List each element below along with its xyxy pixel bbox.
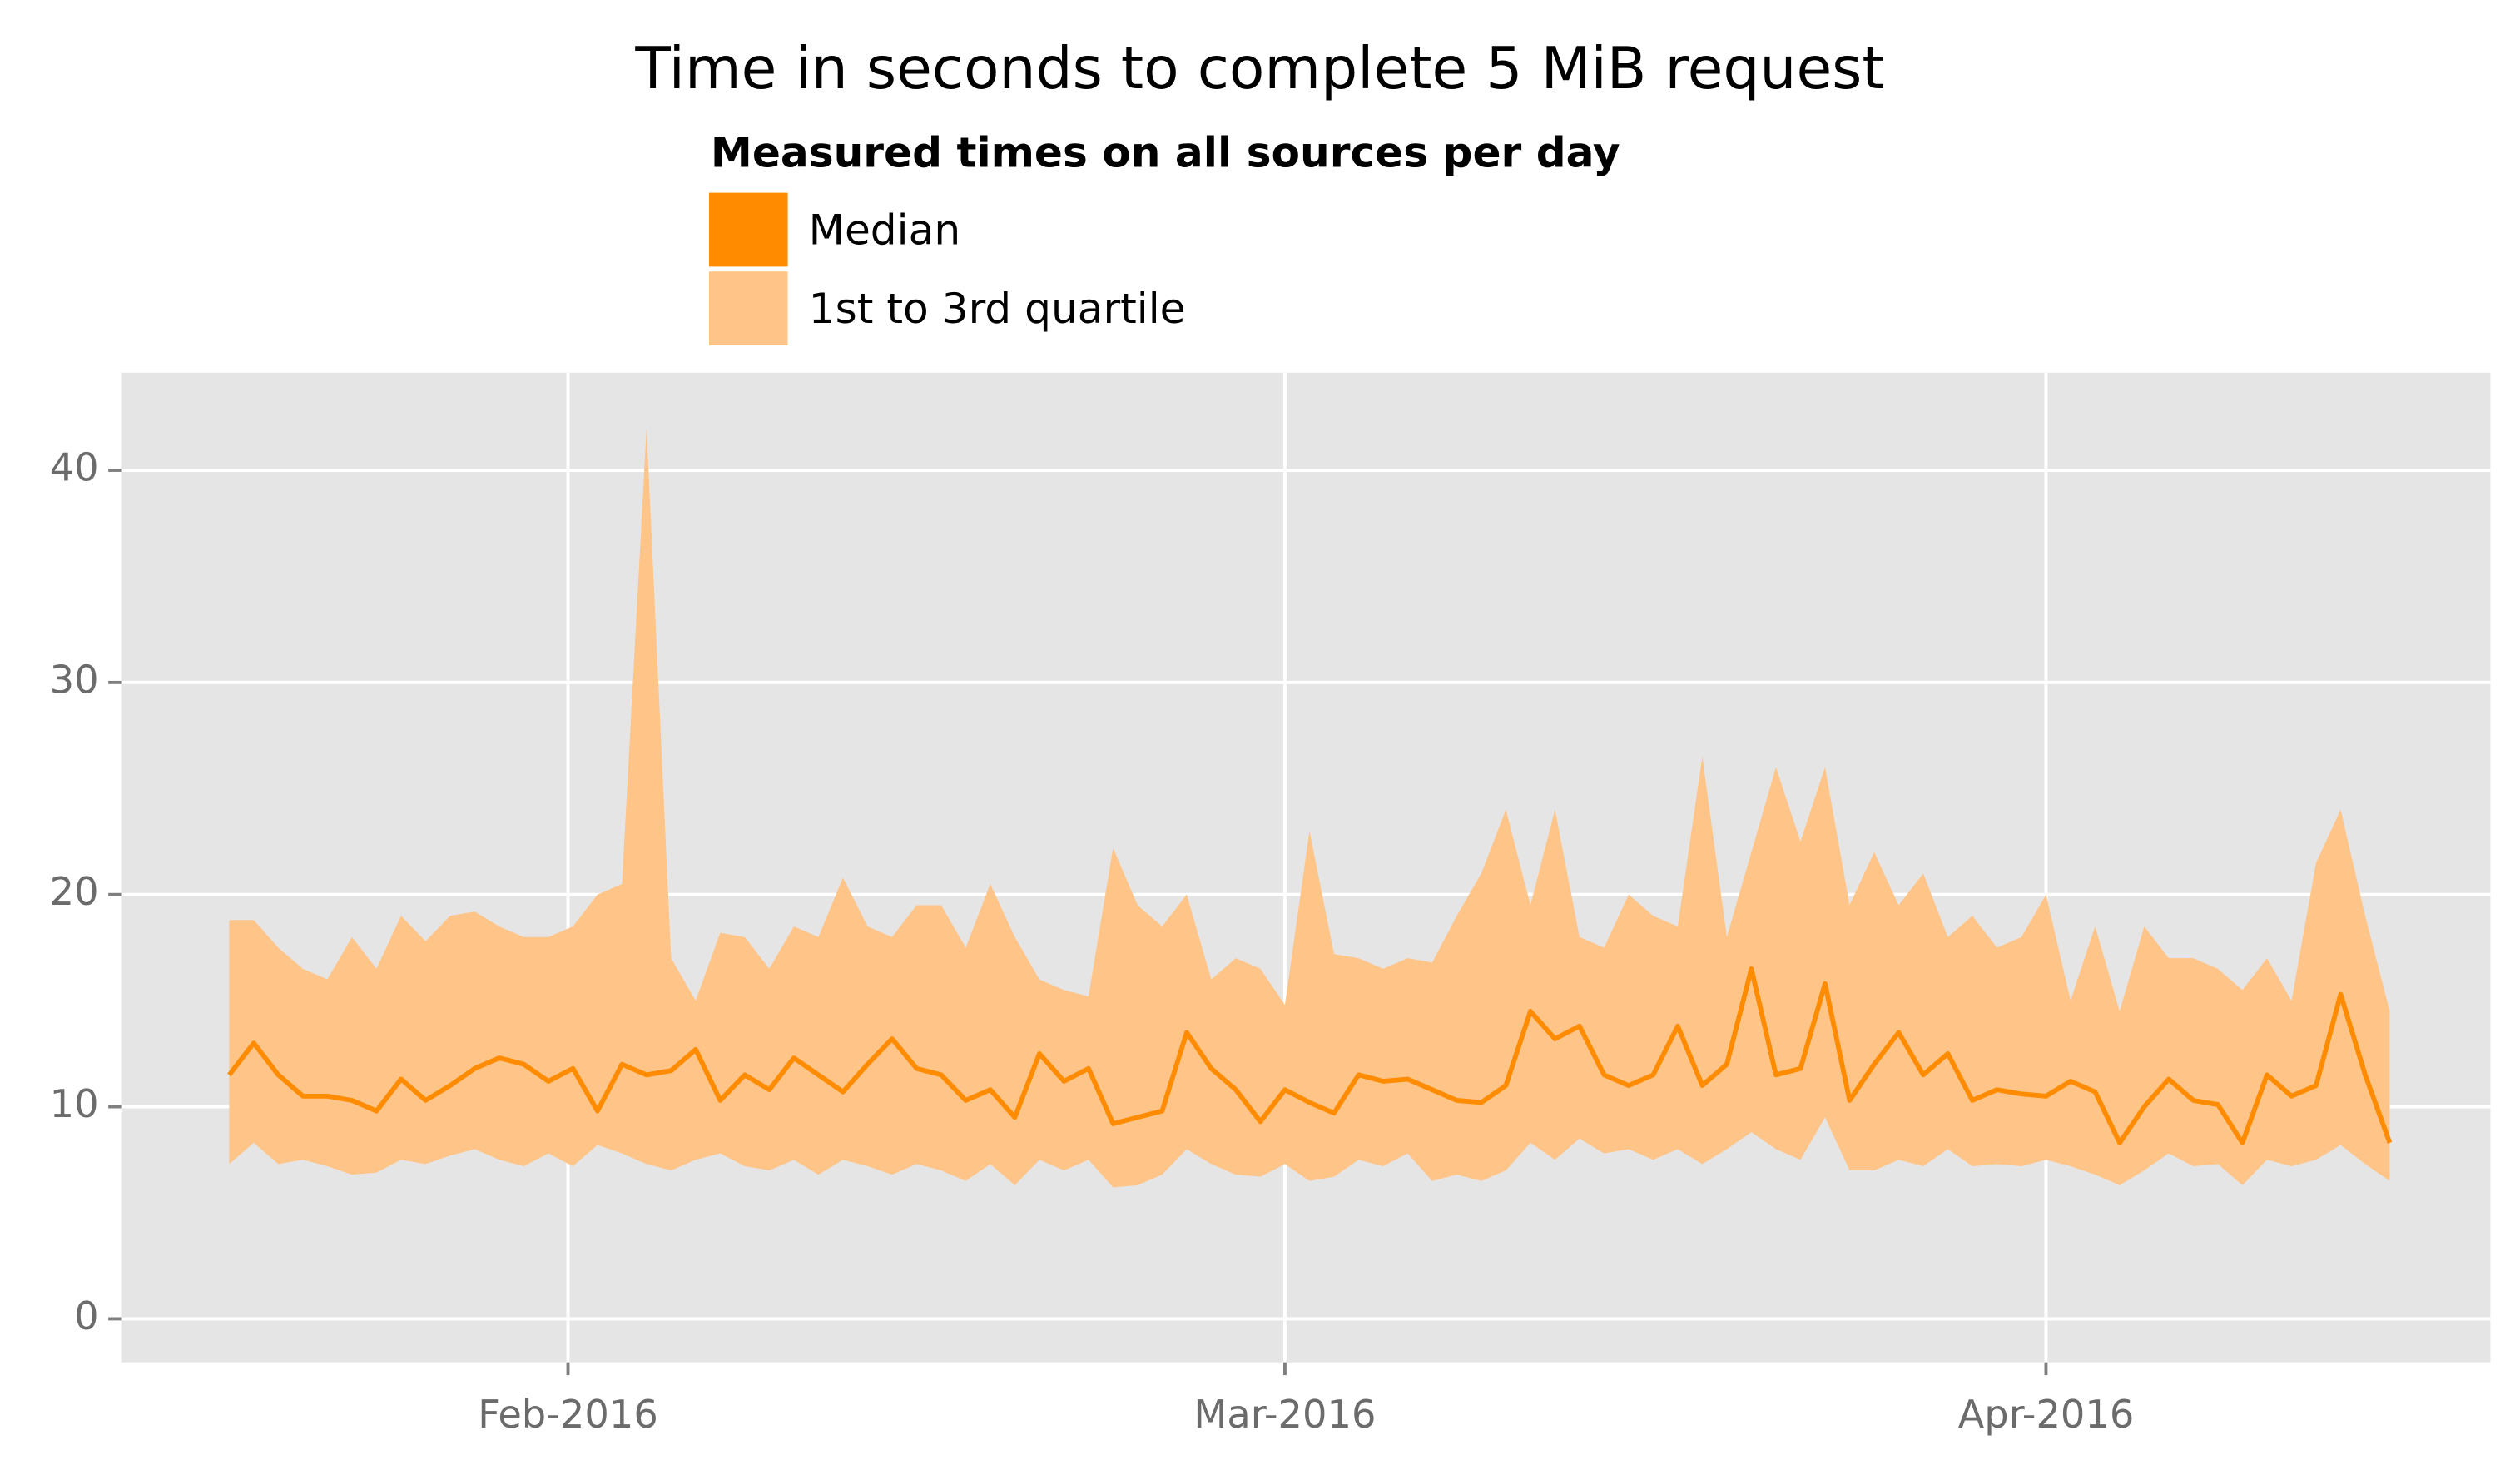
legend-key (708, 271, 788, 345)
y-tick-label: 10 (50, 1081, 99, 1126)
quartile-band (229, 428, 2390, 1188)
y-tick-label: 20 (50, 869, 99, 914)
median-line (227, 966, 2393, 1145)
legend-label: 1st to 3rd quartile (809, 284, 1186, 333)
chart-title: Time in seconds to complete 5 MiB reques… (634, 36, 1884, 102)
y-tick-label: 30 (50, 657, 99, 702)
y-tick-label: 40 (50, 445, 99, 490)
y-tick-label: 0 (74, 1294, 98, 1338)
legend-label: Median (809, 205, 960, 254)
x-tick-label: Mar-2016 (1193, 1392, 1376, 1437)
legend-title: Measured times on all sources per day (711, 128, 1620, 177)
x-tick-label: Feb-2016 (478, 1392, 658, 1437)
legend-key (708, 192, 788, 267)
x-tick-label: Apr-2016 (1958, 1392, 2135, 1437)
